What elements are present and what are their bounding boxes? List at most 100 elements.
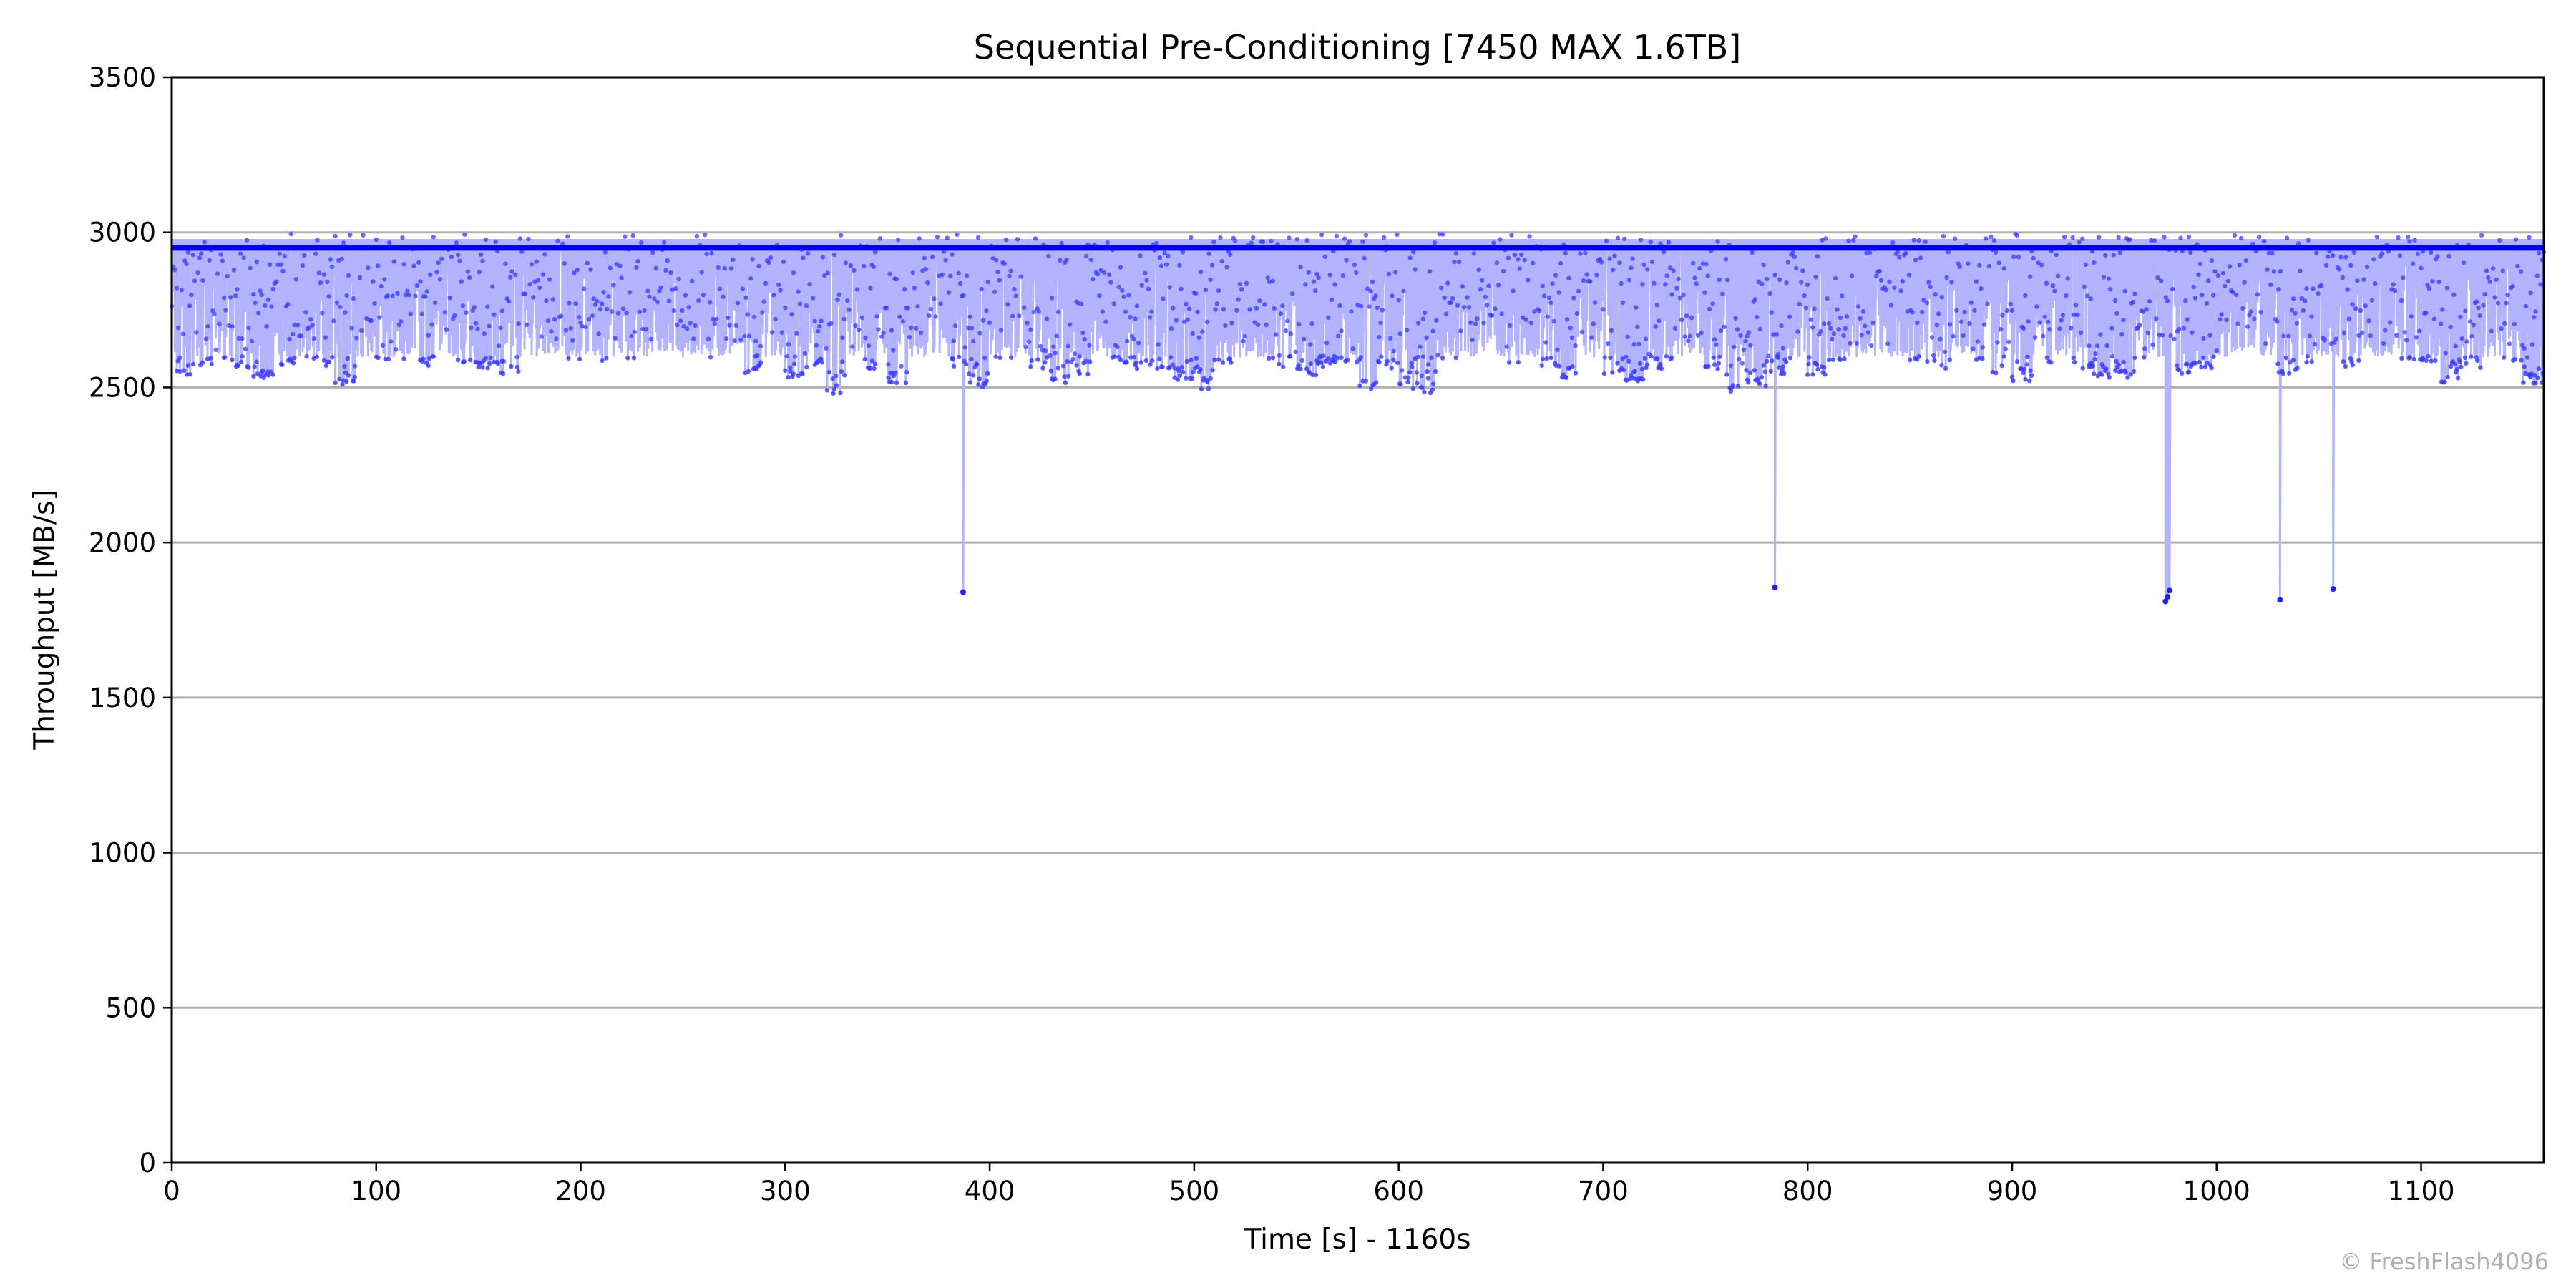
data-point — [2536, 250, 2542, 256]
data-point — [352, 374, 357, 380]
data-point — [1314, 272, 1319, 277]
data-point — [1996, 260, 2001, 265]
data-point — [1360, 239, 1365, 244]
data-point — [478, 361, 483, 366]
data-point — [199, 251, 204, 256]
data-point — [897, 314, 902, 319]
data-point — [600, 358, 605, 364]
data-point — [1725, 278, 1730, 283]
data-point — [2410, 261, 2416, 266]
data-point — [385, 293, 390, 298]
data-point — [464, 310, 469, 315]
data-point — [375, 263, 381, 268]
data-point — [2190, 330, 2195, 335]
data-point — [1883, 287, 1889, 293]
data-point — [2114, 311, 2119, 316]
data-point — [1925, 358, 1930, 364]
data-point — [1750, 250, 1755, 255]
data-point — [872, 366, 877, 371]
data-point — [704, 251, 709, 257]
data-point — [1254, 306, 1259, 311]
data-point — [675, 322, 680, 328]
data-point — [228, 295, 233, 300]
data-point — [2097, 235, 2102, 240]
data-point — [2200, 293, 2205, 298]
data-point — [1550, 281, 1555, 286]
data-point — [2125, 375, 2130, 380]
data-point — [236, 336, 241, 341]
data-point — [2513, 237, 2519, 242]
data-point — [2109, 326, 2114, 331]
data-point — [2197, 360, 2202, 365]
data-point — [1296, 363, 1301, 368]
data-point — [1506, 360, 1512, 365]
data-point — [871, 264, 877, 270]
x-tick-label: 300 — [760, 1176, 811, 1206]
data-point — [1815, 366, 1820, 372]
data-point — [2028, 368, 2033, 373]
data-point — [967, 314, 972, 319]
data-point — [1410, 386, 1415, 391]
data-point — [522, 291, 527, 296]
data-point — [1090, 277, 1096, 282]
data-point — [1405, 379, 1410, 384]
data-point — [2368, 333, 2373, 338]
data-point — [487, 361, 492, 366]
data-point — [529, 262, 535, 267]
grid-lines — [172, 231, 2544, 1009]
data-point — [945, 235, 950, 240]
data-point — [1143, 270, 1148, 275]
data-point — [1322, 254, 1328, 259]
data-point — [246, 365, 251, 370]
data-point — [788, 369, 793, 374]
data-point — [1478, 286, 1483, 292]
data-point — [1682, 334, 1687, 339]
data-point — [1062, 374, 1067, 379]
data-point — [240, 354, 245, 359]
data-point — [1002, 261, 1007, 266]
data-point — [819, 318, 824, 323]
data-point — [439, 256, 444, 262]
data-point — [829, 321, 834, 326]
data-point — [1738, 333, 1743, 338]
data-point — [602, 250, 608, 255]
data-point — [1642, 356, 1648, 361]
data-point — [1630, 256, 1635, 261]
data-point — [868, 286, 873, 291]
data-point — [311, 336, 317, 341]
data-point — [852, 268, 857, 273]
data-point — [1652, 280, 1657, 286]
data-point — [792, 354, 798, 359]
data-point — [2192, 361, 2197, 366]
data-point — [638, 240, 644, 245]
data-point — [758, 360, 763, 365]
data-point — [1724, 372, 1729, 377]
data-point — [1669, 292, 1674, 297]
data-point — [1821, 321, 1827, 326]
data-point — [2457, 359, 2462, 364]
data-point — [1415, 321, 1421, 326]
data-point — [703, 232, 708, 238]
data-point — [2227, 264, 2233, 269]
data-point — [2140, 309, 2146, 314]
data-point — [1928, 284, 1933, 289]
data-point — [1460, 284, 1465, 289]
data-point — [1671, 268, 1676, 273]
data-point — [1005, 302, 1010, 307]
data-point — [1160, 364, 1165, 370]
y-tick-label: 1500 — [89, 683, 156, 713]
data-point — [359, 328, 364, 333]
data-point — [2523, 303, 2529, 309]
data-point — [735, 301, 741, 306]
data-point — [1699, 330, 1704, 336]
data-point — [1407, 255, 1413, 260]
data-point — [1354, 270, 1359, 275]
data-point — [2363, 303, 2368, 308]
data-point — [2458, 314, 2463, 320]
data-point — [1053, 376, 1058, 381]
data-point — [205, 323, 210, 329]
data-point — [1419, 373, 1424, 379]
data-point — [2152, 238, 2157, 243]
data-point — [2451, 292, 2457, 297]
